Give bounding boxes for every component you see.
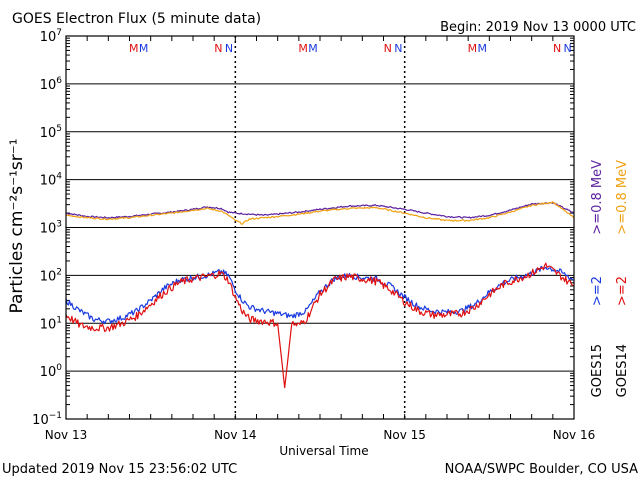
marker-n: N xyxy=(394,42,402,55)
legend-entry: GOES14 xyxy=(615,344,630,397)
y-tick-labels: 107 106 105 104 103 102 101 100 10−1 xyxy=(32,28,62,428)
begin-time: Begin: 2019 Nov 13 0000 UTC xyxy=(440,20,636,35)
x-tick-label: Nov 15 xyxy=(383,428,426,442)
marker-m: M xyxy=(139,42,149,55)
marker-m: M xyxy=(308,42,318,55)
series-goes14_high xyxy=(65,201,575,225)
marker-m: M xyxy=(478,42,488,55)
y-tick-label: 107 xyxy=(40,28,62,45)
plot-frame xyxy=(65,35,575,420)
updated-timestamp: Updated 2019 Nov 15 23:56:02 UTC xyxy=(2,462,237,477)
legend-entry: >=0.8 MeV xyxy=(615,160,630,235)
y-tick-label: 106 xyxy=(40,76,63,93)
x-tick-labels: Nov 13 Nov 14 Nov 15 Nov 16 xyxy=(45,428,596,442)
legend-entry: GOES15 xyxy=(590,344,605,397)
marker-n: N xyxy=(225,42,233,55)
marker-n: N xyxy=(214,42,222,55)
y-tick-label: 103 xyxy=(40,220,62,237)
x-tick-label: Nov 14 xyxy=(214,428,257,442)
y-tick-label: 105 xyxy=(40,124,62,141)
x-tick-label: Nov 13 xyxy=(45,428,88,442)
series-layer xyxy=(65,201,575,389)
marker-m: M xyxy=(468,42,478,55)
y-tick-label: 10−1 xyxy=(32,411,62,428)
rotated-legend: >=0.8 MeV >=0.8 MeV >=2 >=2 GOES15 GOES14 xyxy=(590,160,630,397)
y-tick-label: 100 xyxy=(40,363,63,380)
credit-line: NOAA/SWPC Boulder, CO USA xyxy=(445,462,638,477)
marker-m: M xyxy=(298,42,308,55)
marker-n: N xyxy=(384,42,392,55)
marker-m: M xyxy=(129,42,139,55)
chart-title: GOES Electron Flux (5 minute data) xyxy=(12,11,261,27)
plot-grid xyxy=(66,36,574,419)
marker-n: N xyxy=(564,42,572,55)
legend-entry: >=0.8 MeV xyxy=(590,160,605,235)
x-tick-label: Nov 16 xyxy=(553,428,596,442)
marker-n: N xyxy=(553,42,561,55)
x-axis-label: Universal Time xyxy=(279,444,368,458)
legend-entry: >=2 xyxy=(590,276,605,306)
series-goes14_low xyxy=(65,262,575,389)
legend-entry: >=2 xyxy=(615,276,630,306)
y-tick-label: 101 xyxy=(40,315,62,332)
y-tick-label: 104 xyxy=(40,172,63,189)
y-tick-label: 102 xyxy=(40,267,62,284)
y-axis-label: Particles cm⁻²s⁻¹sr⁻¹ xyxy=(7,138,27,313)
